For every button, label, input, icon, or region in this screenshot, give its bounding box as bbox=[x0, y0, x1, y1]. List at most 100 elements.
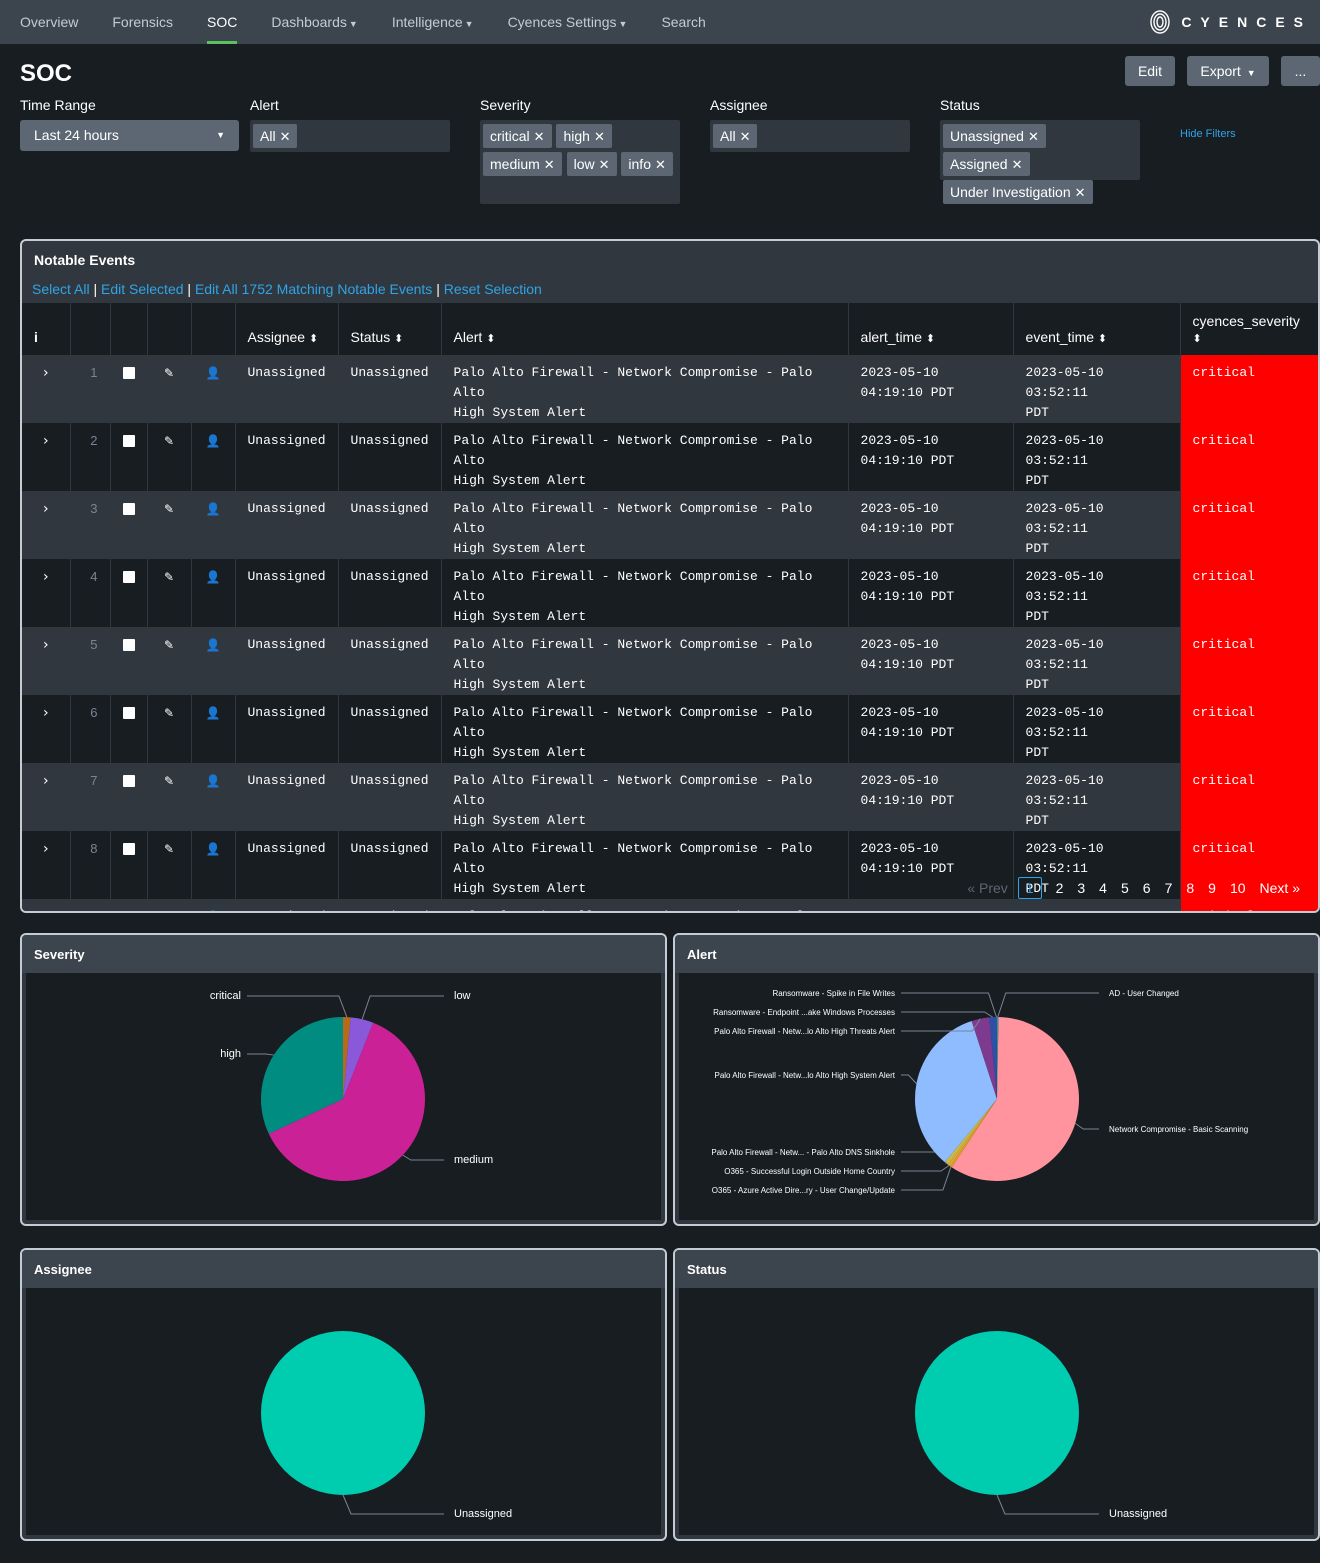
assign-cell[interactable]: 👤 bbox=[191, 695, 236, 763]
remove-icon[interactable]: ✕ bbox=[598, 157, 610, 172]
event-time-column-header[interactable]: event_time ⬍ bbox=[1013, 303, 1181, 355]
pencil-icon[interactable]: ✎ bbox=[163, 570, 175, 584]
user-icon[interactable]: 👤 bbox=[205, 570, 221, 584]
remove-icon[interactable]: ✕ bbox=[279, 129, 291, 144]
severity-token-critical[interactable]: critical ✕ bbox=[483, 124, 552, 148]
user-icon[interactable]: 👤 bbox=[205, 434, 221, 448]
pie-slice[interactable] bbox=[944, 1099, 997, 1165]
nav-search[interactable]: Search bbox=[661, 14, 706, 30]
table-row[interactable]: › 7 ✎ 👤 Unassigned Unassigned Palo Alto Firewa… bbox=[22, 763, 1318, 831]
assign-cell[interactable]: 👤 bbox=[191, 355, 236, 423]
edit-cell[interactable]: ✎ bbox=[147, 899, 192, 911]
page-2-button[interactable]: 2 bbox=[1055, 880, 1064, 896]
user-icon[interactable]: 👤 bbox=[205, 842, 221, 856]
page-8-button[interactable]: 8 bbox=[1186, 880, 1195, 896]
assignee-token-all[interactable]: All ✕ bbox=[713, 124, 758, 148]
nav-forensics[interactable]: Forensics bbox=[112, 14, 174, 30]
brand[interactable]: CYENCES bbox=[1149, 0, 1312, 44]
alert-time-column-header[interactable]: alert_time ⬍ bbox=[848, 303, 1014, 355]
user-icon[interactable]: 👤 bbox=[205, 638, 221, 652]
chevron-right-icon[interactable]: › bbox=[42, 841, 49, 857]
edit-cell[interactable]: ✎ bbox=[147, 491, 192, 559]
row-checkbox[interactable] bbox=[122, 775, 135, 787]
more-actions-button[interactable]: ... bbox=[1281, 56, 1320, 86]
reset-selection-link[interactable]: Reset Selection bbox=[443, 281, 542, 297]
chevron-right-icon[interactable]: › bbox=[42, 773, 49, 789]
page-5-button[interactable]: 5 bbox=[1120, 880, 1129, 896]
pie-slice[interactable] bbox=[971, 1017, 997, 1099]
chevron-right-icon[interactable]: › bbox=[42, 433, 49, 449]
user-icon[interactable]: 👤 bbox=[205, 502, 221, 516]
expand-row-cell[interactable]: › bbox=[22, 899, 71, 911]
assign-cell[interactable]: 👤 bbox=[191, 831, 236, 899]
assign-cell[interactable]: 👤 bbox=[191, 763, 236, 831]
row-checkbox-cell[interactable] bbox=[110, 763, 148, 831]
next-page-button[interactable]: Next » bbox=[1259, 880, 1300, 896]
nav-overview[interactable]: Overview bbox=[20, 14, 79, 30]
pie-slice[interactable] bbox=[343, 1017, 374, 1099]
row-checkbox[interactable] bbox=[122, 571, 135, 583]
alert-column-header[interactable]: Alert ⬍ bbox=[441, 303, 849, 355]
edit-cell[interactable]: ✎ bbox=[147, 423, 192, 491]
time-range-dropdown[interactable]: Last 24 hours ▼ bbox=[20, 120, 239, 151]
nav-cyences-settings[interactable]: Cyences Settings ▼ bbox=[508, 0, 628, 44]
expand-row-cell[interactable]: › bbox=[22, 355, 71, 423]
expand-row-cell[interactable]: › bbox=[22, 627, 71, 695]
table-row[interactable]: › 1 ✎ 👤 Unassigned Unassigned Palo Alto Firewa… bbox=[22, 355, 1318, 423]
remove-icon[interactable]: ✕ bbox=[1011, 157, 1023, 172]
pencil-icon[interactable]: ✎ bbox=[163, 434, 175, 448]
edit-all-link[interactable]: Edit All 1752 Matching Notable Events bbox=[194, 281, 433, 297]
pencil-icon[interactable]: ✎ bbox=[163, 774, 175, 788]
pie-slice[interactable] bbox=[261, 1017, 343, 1134]
pencil-icon[interactable]: ✎ bbox=[163, 638, 175, 652]
assign-cell[interactable]: 👤 bbox=[191, 559, 236, 627]
row-checkbox-cell[interactable] bbox=[110, 355, 148, 423]
page-3-button[interactable]: 3 bbox=[1077, 880, 1086, 896]
user-icon[interactable]: 👤 bbox=[206, 910, 221, 911]
pie-slice[interactable] bbox=[268, 1022, 425, 1181]
edit-cell[interactable]: ✎ bbox=[147, 695, 192, 763]
alert-token-all[interactable]: All ✕ bbox=[253, 124, 298, 148]
status-multiselect[interactable]: Unassigned ✕ Assigned ✕ Under Investigatio… bbox=[940, 120, 1140, 204]
export-button[interactable]: Export ▼ bbox=[1187, 56, 1269, 86]
severity-token-info[interactable]: info ✕ bbox=[621, 152, 673, 176]
severity-multiselect[interactable]: critical ✕ high ✕ medium ✕ low ✕ info ✕ bbox=[480, 120, 680, 204]
row-checkbox-cell[interactable] bbox=[110, 831, 148, 899]
pie-slice[interactable] bbox=[947, 1099, 997, 1167]
page-7-button[interactable]: 7 bbox=[1164, 880, 1173, 896]
remove-icon[interactable]: ✕ bbox=[1074, 185, 1086, 200]
edit-cell[interactable]: ✎ bbox=[147, 627, 192, 695]
table-row[interactable]: › 2 ✎ 👤 Unassigned Unassigned Palo Alto Firewa… bbox=[22, 423, 1318, 491]
page-1-button[interactable]: 1 bbox=[1017, 877, 1042, 899]
pie-slice[interactable] bbox=[343, 1017, 351, 1099]
row-checkbox[interactable] bbox=[122, 367, 135, 379]
chevron-right-icon[interactable]: › bbox=[42, 705, 49, 721]
hide-filters-link[interactable]: Hide Filters bbox=[1180, 128, 1236, 140]
row-checkbox-cell[interactable] bbox=[110, 899, 148, 911]
pie-slice[interactable] bbox=[997, 1017, 999, 1099]
nav-soc[interactable]: SOC bbox=[207, 0, 238, 44]
pencil-icon[interactable]: ✎ bbox=[163, 502, 175, 516]
edit-cell[interactable]: ✎ bbox=[147, 559, 192, 627]
user-icon[interactable]: 👤 bbox=[205, 706, 221, 720]
expand-row-cell[interactable]: › bbox=[22, 491, 71, 559]
edit-selected-link[interactable]: Edit Selected bbox=[101, 281, 184, 297]
pie-slice[interactable] bbox=[915, 1021, 997, 1163]
assign-cell[interactable]: 👤 bbox=[191, 491, 236, 559]
remove-icon[interactable]: ✕ bbox=[1027, 129, 1039, 144]
remove-icon[interactable]: ✕ bbox=[739, 129, 751, 144]
row-checkbox[interactable] bbox=[122, 503, 135, 515]
nav-dashboards[interactable]: Dashboards ▼ bbox=[271, 0, 357, 44]
row-checkbox-cell[interactable] bbox=[110, 423, 148, 491]
pie-slice[interactable] bbox=[915, 1331, 1079, 1495]
edit-cell[interactable]: ✎ bbox=[147, 763, 192, 831]
status-token-assigned[interactable]: Assigned ✕ bbox=[943, 152, 1030, 176]
pencil-icon[interactable]: ✎ bbox=[163, 842, 175, 856]
assign-cell[interactable]: 👤 bbox=[191, 423, 236, 491]
row-checkbox-cell[interactable] bbox=[110, 559, 148, 627]
expand-row-cell[interactable]: › bbox=[22, 831, 71, 899]
edit-cell[interactable]: ✎ bbox=[147, 355, 192, 423]
pencil-icon[interactable]: ✎ bbox=[163, 706, 175, 720]
remove-icon[interactable]: ✕ bbox=[654, 157, 666, 172]
